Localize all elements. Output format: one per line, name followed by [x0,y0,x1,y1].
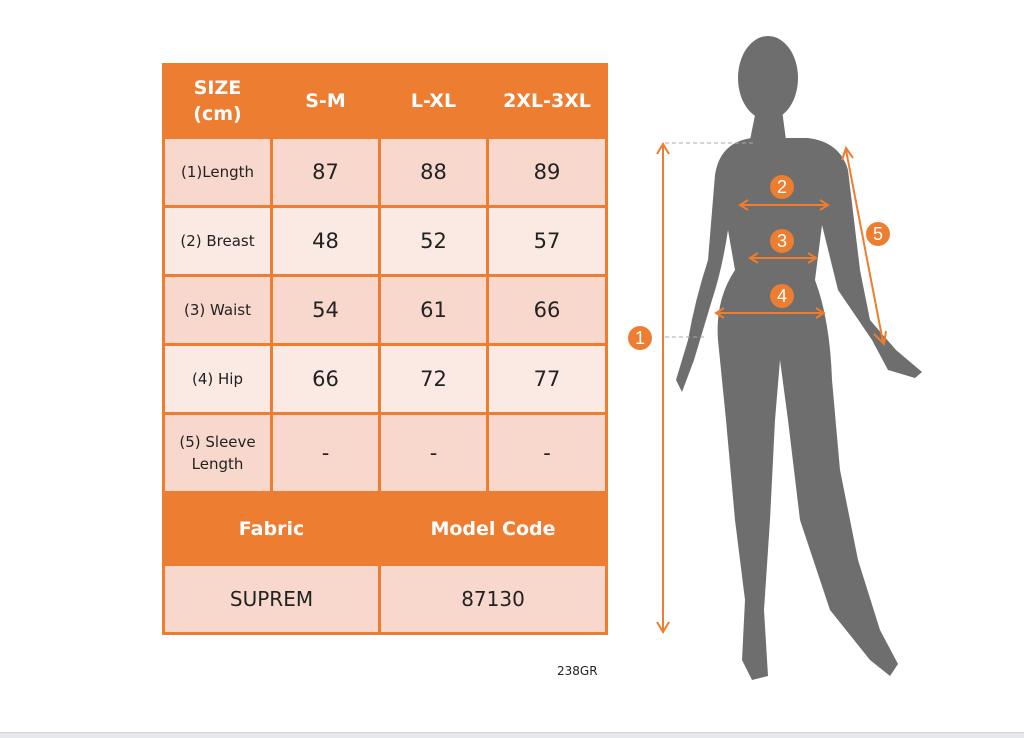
row-label: (4) Hip [162,343,273,415]
cell: 52 [378,205,489,277]
measurement-lines [656,142,887,634]
header-row: SIZE (cm) S-M L-XL 2XL-3XL [162,63,608,139]
table-row: (2) Breast 48 52 57 [162,205,608,277]
fabric-header-row: Fabric Model Code [162,491,608,566]
table-row: (4) Hip 66 72 77 [162,343,608,415]
marker-2-label: 2 [777,177,787,197]
marker-3-icon [770,229,794,253]
table-row: (3) Waist 54 61 66 [162,274,608,346]
measurement-markers: 1 2 3 4 5 [628,175,890,350]
size-chart-table: SIZE (cm) S-M L-XL 2XL-3XL (1)Length 87 8… [162,63,608,635]
row-label: (3) Waist [162,274,273,346]
size-header-line2: (cm) [193,103,242,125]
guide-lines [665,142,756,338]
size-header-line1: SIZE [193,77,242,99]
cell: - [270,412,381,494]
row-label: (1)Length [162,136,273,208]
marker-1-label: 1 [635,328,645,348]
cell: 66 [486,274,608,346]
fabric-header: Fabric [162,491,381,566]
cell: 57 [486,205,608,277]
model-code-header: Model Code [378,491,608,566]
table-row: (5) Sleeve Length - - - [162,412,608,494]
cell: 61 [378,274,489,346]
cell: 66 [270,343,381,415]
cell: 87 [270,136,381,208]
table-row: (1)Length 87 88 89 [162,136,608,208]
col-header: 2XL-3XL [486,63,608,139]
cell: 48 [270,205,381,277]
row-label-line1: (5) Sleeve [179,433,256,451]
marker-5-icon [866,222,890,246]
cell: 54 [270,274,381,346]
size-header: SIZE (cm) [162,63,273,139]
marker-4-label: 4 [777,286,787,306]
silhouette-icon [676,36,922,680]
col-header: L-XL [378,63,489,139]
marker-5-label: 5 [873,224,883,244]
body-measurement-figure: 1 2 3 4 5 [628,36,922,680]
cell: 89 [486,136,608,208]
row-label-line2: Length [191,455,244,473]
bottom-divider [0,732,1024,738]
marker-4-icon [770,284,794,308]
fabric-value-row: SUPREM 87130 [162,563,608,635]
row-label: (5) Sleeve Length [162,412,273,494]
marker-1-icon [628,326,652,350]
cell: 88 [378,136,489,208]
cell: - [378,412,489,494]
fabric-value: SUPREM [162,563,381,635]
model-code-value: 87130 [378,563,608,635]
cell: - [486,412,608,494]
row-label: (2) Breast [162,205,273,277]
marker-3-label: 3 [777,231,787,251]
col-header: S-M [270,63,381,139]
product-code: 238GR [557,664,598,678]
cell: 72 [378,343,489,415]
cell: 77 [486,343,608,415]
marker-2-icon [770,175,794,199]
